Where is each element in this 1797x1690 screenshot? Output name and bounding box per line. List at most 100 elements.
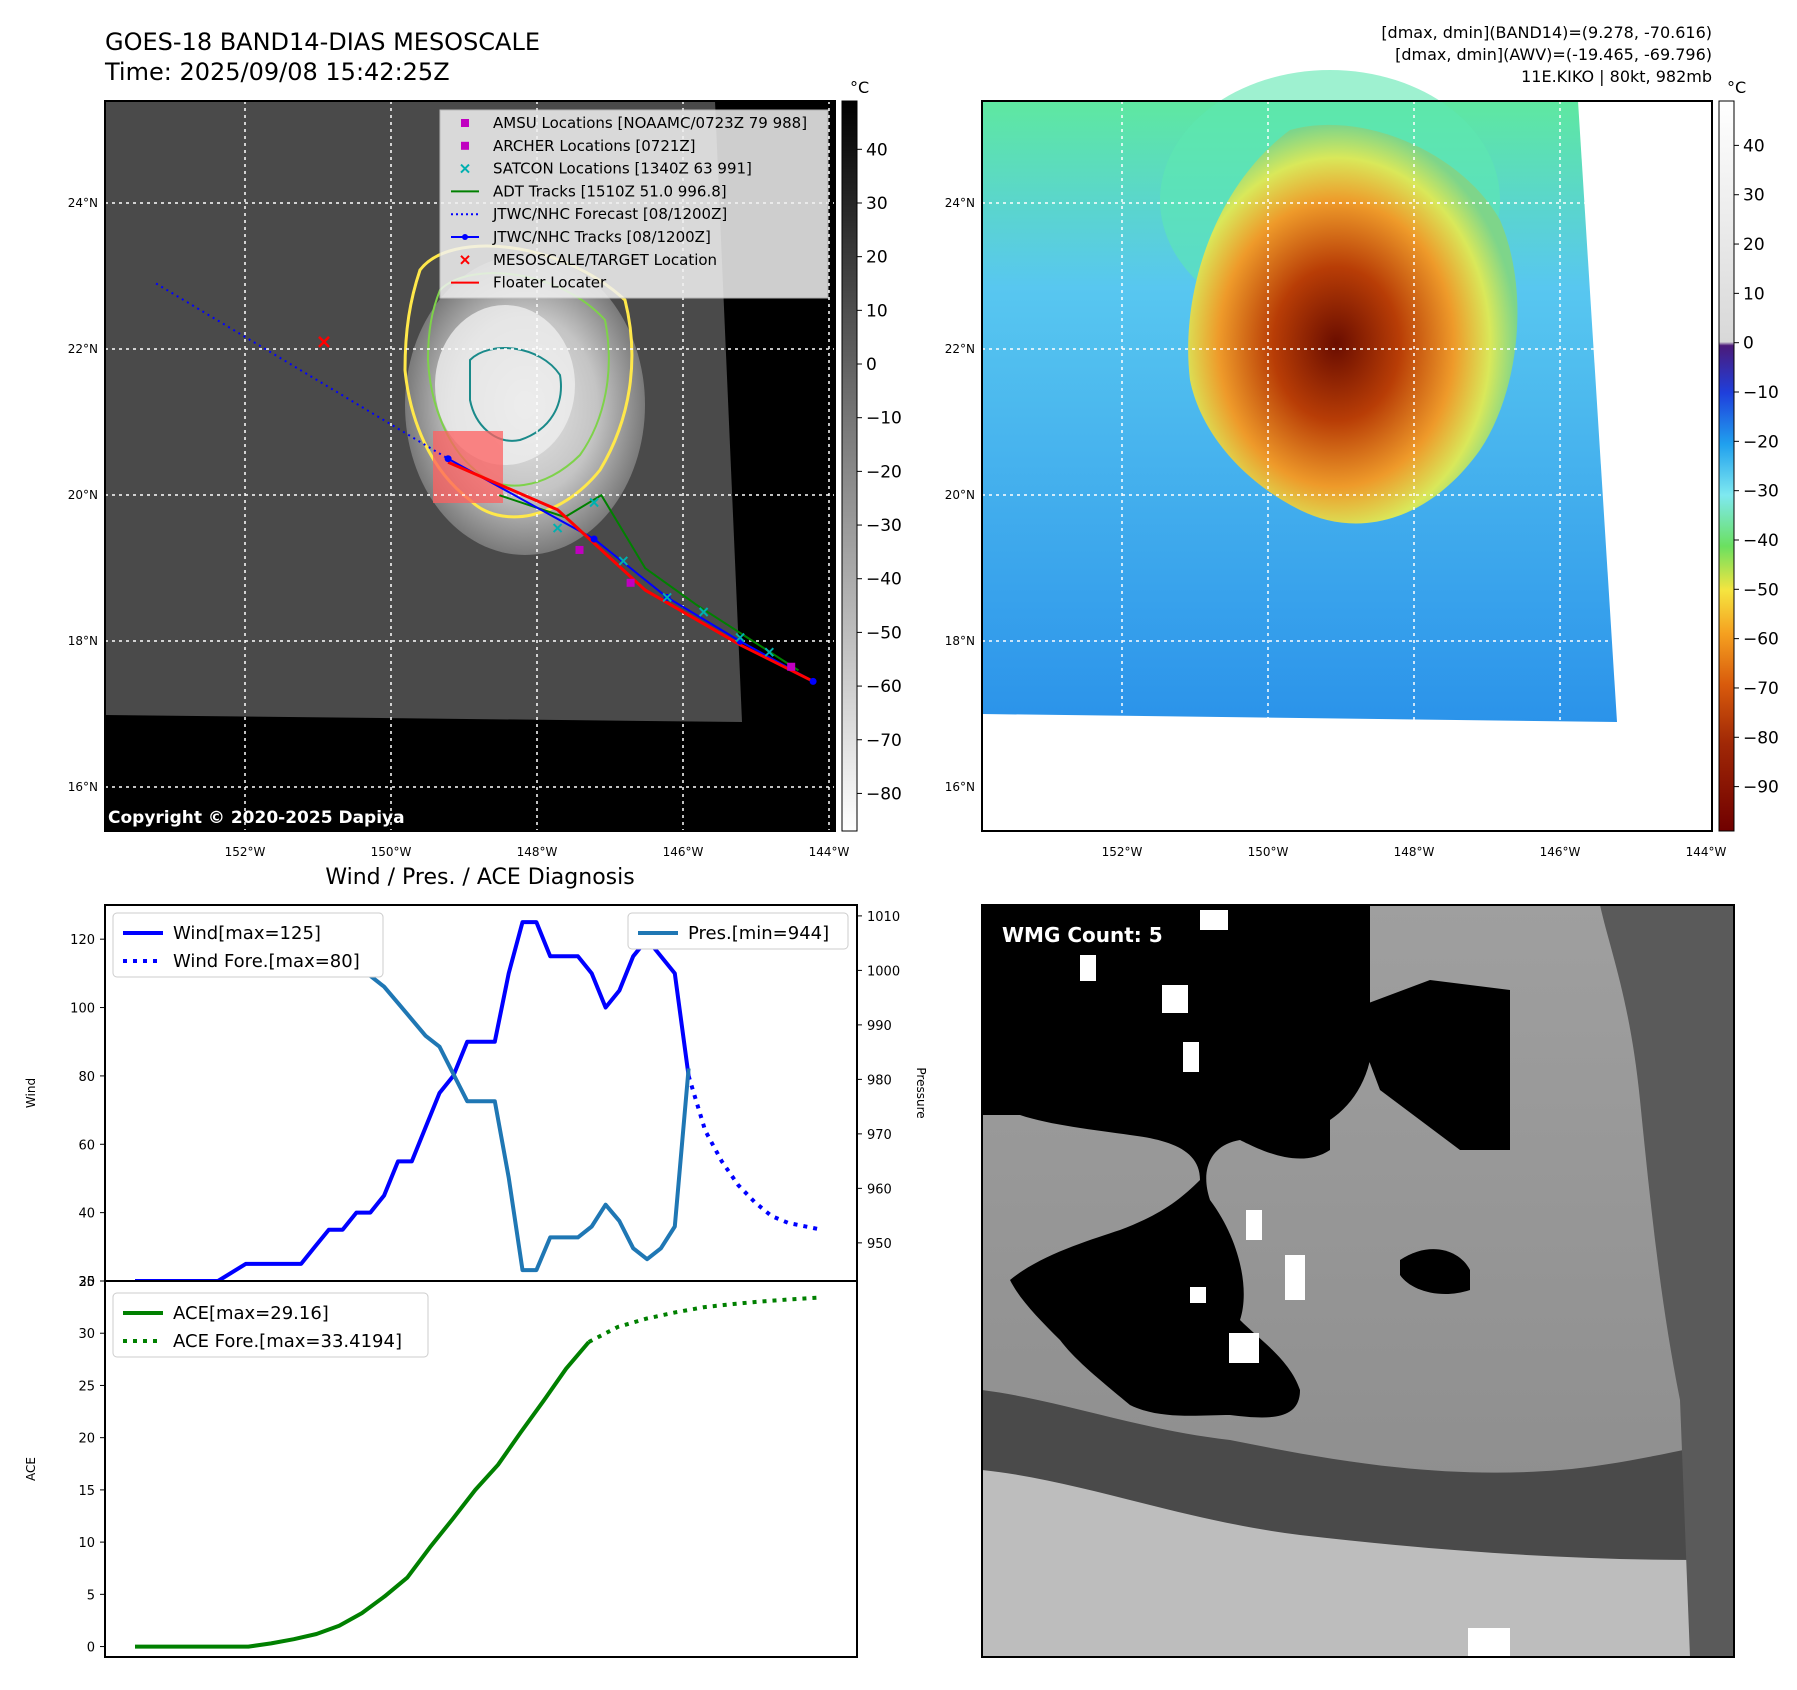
dias-lon-tick-label: 148°W [1394,845,1435,859]
dias-colorbar-tick-label: −60 [1743,630,1779,650]
wmg-cold-region [982,905,1373,1418]
diagnosis-title: Wind / Pres. / ACE Diagnosis [325,865,634,890]
bt-map-legend: AMSU Locations [NOAAMC/0723Z 79 988] ARCH… [439,109,829,299]
bt-lon-tick-label: 144°W [809,845,850,859]
satcon-location-marker [735,632,745,643]
dias-colorbar-tick-label: −50 [1743,580,1779,600]
ace-ytick-label: 20 [78,1432,95,1447]
dias-lat-tick-label: 20°N [945,488,975,502]
chart-legend-box [112,912,384,978]
ace-series-line [587,1295,821,1344]
chart-legend-label: Wind[max=125] [173,923,321,944]
wind-series-line [135,920,691,1283]
bt-legend-entry: ADT Tracks [1510Z 51.0 996.8] [451,182,727,200]
wmg-count-label: WMG Count: 5 [1002,923,1163,947]
mesoscale-target-box [433,431,503,503]
floater-track [447,460,814,683]
bt-colorbar-tick-label: −70 [866,731,902,751]
chart-legend-label: ACE Fore.[max=33.4194] [173,1331,402,1352]
bt-colorbar: °C 40 30 20 10 0 −10 −20 −30 −40 −50 −60 −70 −80 [841,78,902,832]
bt-legend-label: SATCON Locations [1340Z 63 991] [493,160,752,178]
bt-legend-label: JTWC/NHC Tracks [08/1200Z] [492,228,711,246]
satcon-location-marker [589,497,599,508]
bt-legend-entry: AMSU Locations [NOAAMC/0723Z 79 988] [461,114,807,132]
wind-y2tick-label: 950 [867,1237,892,1252]
target-location-marker [318,336,330,348]
ace-ytick-label: 10 [78,1536,95,1551]
wind-ytick-label: 20 [78,1275,95,1290]
chart-legend-box [627,912,849,950]
amsu-location-marker [575,545,584,554]
wmg-panel: WMG Count: 5 [981,904,1735,1658]
satcon-location-marker [662,592,672,603]
wind-ytick-label: 60 [78,1138,95,1153]
legend-dot-icon [462,234,468,240]
dias-lat-labels: 24°N 22°N 20°N 18°N 16°N [945,196,975,794]
wind-y2tick-label: 1000 [867,964,900,979]
dias-colorbar-tick-label: −70 [1743,679,1779,699]
ace-ytick-label: 30 [78,1327,95,1342]
dias-colorbar-tick-label: 20 [1743,235,1765,255]
satcon-location-marker [618,556,629,566]
figure-title: GOES-18 BAND14-DIAS MESOSCALE [105,28,540,56]
dias-colorbar-tick-label: −40 [1743,531,1779,551]
bt-lat-tick-label: 22°N [68,342,98,356]
bt-legend-entry: ARCHER Locations [0721Z] [461,137,696,155]
wind-pressure-chart: 20 40 60 80 100 120 950 960 970 980 990 1000 1010 Pre… [24,904,928,1290]
wind-yaxis-label: Wind [24,1078,38,1108]
chart-legend-label: Wind Fore.[max=80] [173,951,360,972]
map-copyright: Copyright © 2020-2025 Dapiya [108,808,405,828]
dias-colorbar: °C 40 30 20 10 0 −10 −20 −30 −40 −50 −60 −70 −80 −90 [1718,78,1779,832]
ace-ytick-label: 25 [78,1379,95,1394]
bt-lon-labels: 152°W 150°W 148°W 146°W 144°W [225,845,850,859]
ace-ytick-label: 5 [87,1588,95,1603]
legend-x-icon [460,163,470,174]
bt-colorbar-tick-label: −10 [866,409,902,429]
jtwc-track-point [590,535,598,543]
dias-lat-tick-label: 16°N [945,780,975,794]
jtwc-track-point [444,455,452,463]
dias-storm-core [1188,124,1518,524]
jtwc-forecast-track [155,282,449,460]
dias-lon-tick-label: 146°W [1540,845,1581,859]
wind-ytick-label: 40 [78,1207,95,1222]
bt-lon-tick-label: 150°W [371,845,412,859]
bt-legend-label: Floater Locater [493,274,607,292]
bt-lat-tick-label: 24°N [68,196,98,210]
satcon-location-marker [698,607,709,617]
dias-lon-tick-label: 152°W [1102,845,1143,859]
bt-colorbar-tick-label: 0 [866,355,877,375]
bt-colorbar-tick-label: −80 [866,784,902,804]
storm-id-readout: 11E.KIKO | 80kt, 982mb [1521,67,1712,86]
dias-colorbar-unit: °C [1727,78,1746,97]
wind-y2axis-label: Pressure [914,1067,928,1118]
legend-x-icon [460,255,470,265]
dmax-awv-readout: [dmax, dmin](AWV)=(-19.465, -69.796) [1395,45,1712,64]
bt-colorbar-tick-label: −30 [866,516,902,536]
ace-ytick-label: 0 [87,1641,95,1656]
bt-lon-tick-label: 146°W [663,845,704,859]
dias-colorbar-tick-label: 10 [1743,284,1765,304]
bt-legend-label: JTWC/NHC Forecast [08/1200Z] [492,205,727,223]
dias-lat-tick-label: 24°N [945,196,975,210]
bt-legend-entry: JTWC/NHC Forecast [08/1200Z] [451,205,727,223]
jtwc-track-point [809,677,817,685]
amsu-location-marker [626,578,635,587]
ace-ytick-label: 15 [78,1484,95,1499]
dias-lon-labels: 152°W 150°W 148°W 146°W 144°W [1102,845,1727,859]
bt-legend-entry: MESOSCALE/TARGET Location [460,251,717,269]
bt-legend-entry: Floater Locater [451,274,607,292]
dias-colorbar-tick-label: −90 [1743,778,1779,798]
bt-lon-tick-label: 152°W [225,845,266,859]
bt-legend-entry: JTWC/NHC Tracks [08/1200Z] [451,228,711,246]
bt-colorbar-tick-label: −50 [866,623,902,643]
bt-legend-entry: SATCON Locations [1340Z 63 991] [460,160,752,178]
bt-lon-tick-label: 148°W [517,845,558,859]
dias-colorbar-tick-label: 0 [1743,334,1754,354]
ace-ytick-label: 35 [78,1275,95,1290]
dias-colorbar-tick-label: −10 [1743,383,1779,403]
wind-ytick-label: 120 [70,933,95,948]
dias-lat-tick-label: 22°N [945,342,975,356]
dias-colorbar-tick-label: 30 [1743,186,1765,206]
